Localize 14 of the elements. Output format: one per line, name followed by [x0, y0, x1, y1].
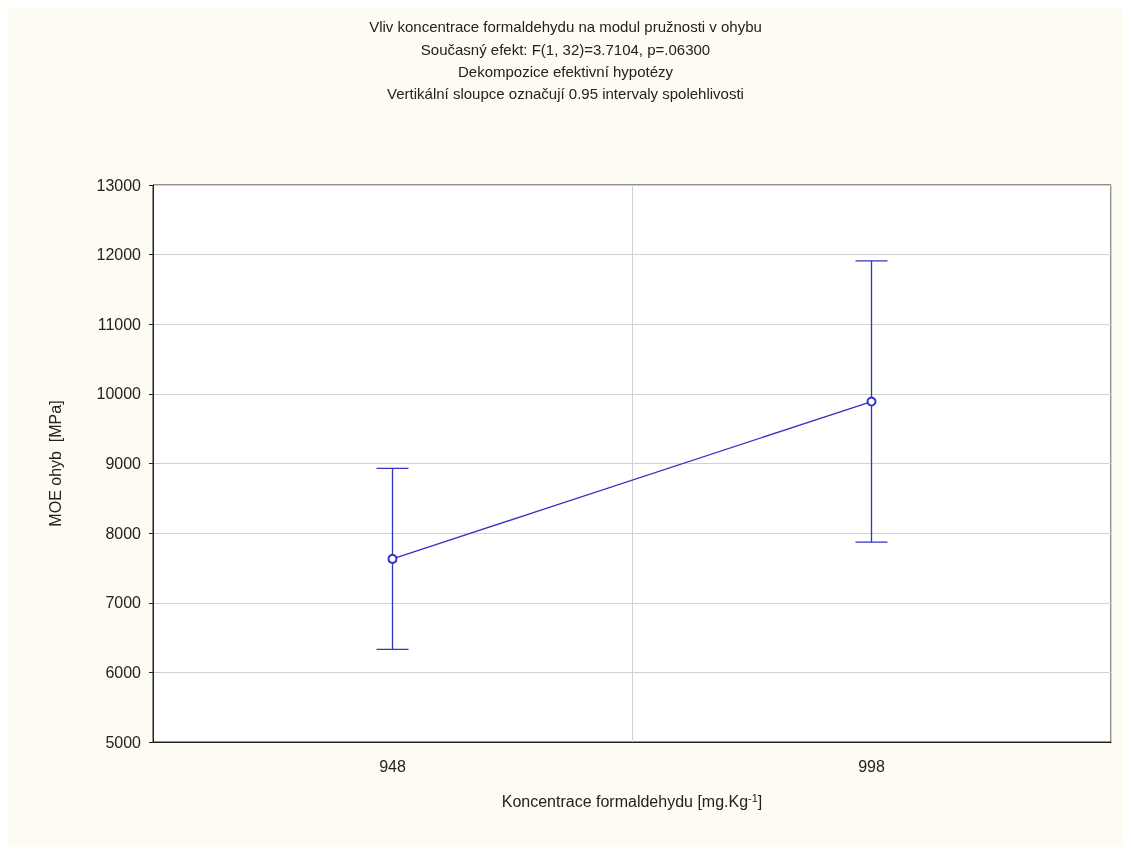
y-tick-label: 9000: [105, 455, 142, 472]
x-tick-label: 948: [379, 757, 406, 775]
y-tick-label: 11000: [97, 315, 142, 333]
y-tick-label: 10000: [96, 385, 142, 403]
y-tick-label: 5000: [105, 733, 142, 751]
y-tick-label: 8000: [105, 524, 142, 542]
chart-title: Vliv koncentrace formaldehydu na modul pružnosti v ohybu: [369, 18, 762, 35]
y-tick-label: 6000: [105, 663, 142, 681]
chart-subtitle: Současný efekt: F(1, 32)=3.7104, p=.06300 Dekompozice efektivní hypotézy Vertikální sloupce označují 0.95 intervaly spolehlivosti: [387, 40, 744, 102]
x-tick-label: 998: [858, 757, 885, 775]
y-tick-label: 13000: [96, 176, 142, 194]
y-axis-title: MOE ohyb [MPa]: [46, 400, 64, 527]
y-tick-label: 12000: [96, 246, 142, 264]
y-tick-label: 7000: [105, 594, 142, 612]
